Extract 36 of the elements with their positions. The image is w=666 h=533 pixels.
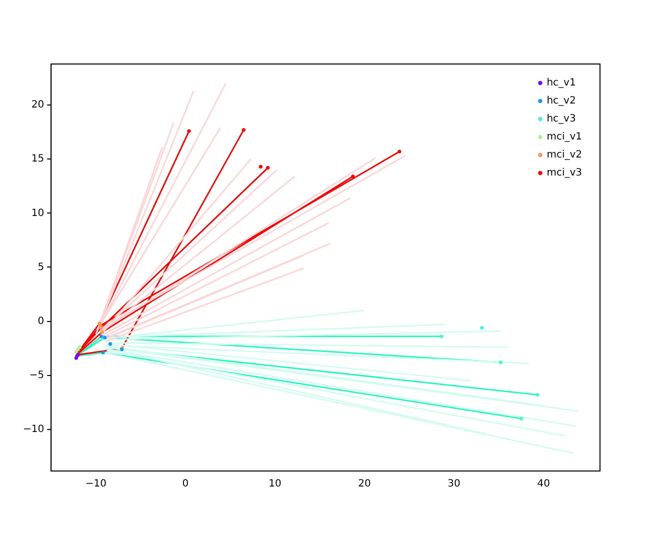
x-tick-label: 40 (537, 478, 550, 490)
legend-label: mci_v3 (546, 168, 582, 179)
y-tick-label: 20 (31, 100, 44, 111)
point (398, 150, 402, 154)
y-tick-label: 15 (31, 154, 44, 165)
point (258, 164, 262, 168)
point (103, 336, 107, 340)
point (101, 350, 105, 354)
point (498, 360, 502, 364)
point (78, 345, 82, 350)
point (536, 392, 540, 397)
legend-label: mci_v1 (546, 132, 582, 143)
y-tick-label: −5 (29, 370, 44, 381)
x-tick-label: −10 (85, 478, 106, 490)
legend-label: mci_v2 (546, 150, 582, 161)
point (108, 342, 112, 346)
point (266, 166, 270, 170)
x-tick-label: 20 (358, 478, 371, 490)
y-tick-label: −10 (22, 424, 44, 435)
x-tick-label: 30 (448, 478, 460, 490)
point (351, 174, 355, 178)
y-tick-label: 10 (31, 208, 44, 219)
y-tick-label: 0 (38, 316, 44, 327)
y-tick-label: 5 (38, 262, 44, 273)
point (519, 416, 524, 420)
legend-label: hc_v3 (546, 114, 576, 125)
legend-label: hc_v1 (546, 78, 576, 89)
point (187, 129, 191, 133)
point (480, 326, 484, 330)
point (100, 330, 104, 334)
point (440, 334, 444, 338)
x-tick-label: 10 (268, 478, 282, 490)
point (99, 334, 104, 338)
point (242, 128, 246, 132)
legend-label: hc_v2 (546, 96, 576, 107)
x-tick-label: 0 (182, 478, 189, 490)
